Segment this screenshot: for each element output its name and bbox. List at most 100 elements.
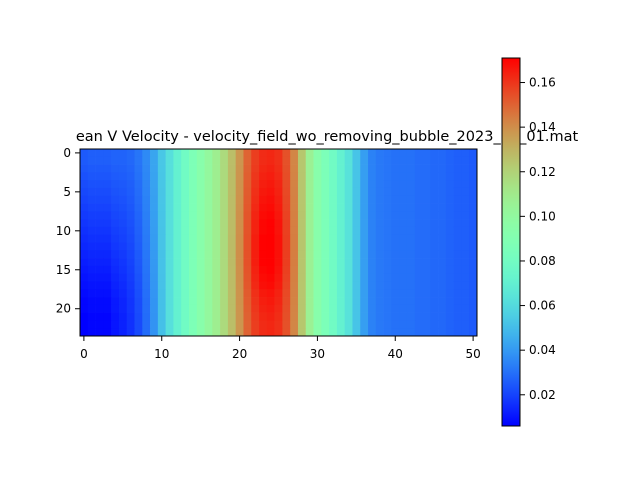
heatmap-cell [360, 304, 369, 313]
heatmap-cell [368, 226, 377, 236]
heatmap-cell [305, 320, 314, 329]
heatmap-cell [251, 226, 260, 236]
heatmap-cell [134, 312, 143, 321]
heatmap-cell [274, 297, 283, 306]
heatmap-cell [118, 242, 128, 251]
heatmap-cell [321, 211, 330, 220]
heatmap-cell [360, 273, 369, 282]
heatmap-cell [251, 265, 260, 275]
heatmap-cell [430, 219, 439, 228]
heatmap-cell [297, 156, 307, 165]
heatmap-cell [142, 328, 151, 337]
heatmap-cell [368, 234, 377, 243]
heatmap-cell [188, 172, 198, 181]
heatmap-cell [399, 195, 408, 204]
heatmap-cell [87, 164, 96, 173]
heatmap-cell [251, 164, 260, 173]
heatmap-cell [360, 180, 369, 189]
heatmap-cell [461, 297, 470, 306]
heatmap-cell [212, 149, 221, 158]
heatmap-cell [118, 211, 128, 220]
heatmap-cell [118, 289, 128, 298]
heatmap-cell [430, 180, 439, 189]
heatmap-cell [173, 234, 182, 243]
heatmap-cell [352, 180, 361, 189]
heatmap-cell [259, 156, 268, 165]
heatmap-cell [313, 203, 322, 212]
heatmap-cell [344, 281, 353, 290]
heatmap-cell [406, 312, 416, 321]
heatmap-cell [360, 328, 369, 337]
heatmap-cell [157, 304, 166, 313]
heatmap-cell [297, 265, 307, 275]
heatmap-cell [142, 172, 151, 181]
heatmap-cell [453, 172, 462, 181]
heatmap-cell [406, 258, 416, 267]
heatmap-cell [150, 328, 159, 337]
heatmap-cell [282, 258, 291, 267]
heatmap-cell [165, 304, 174, 313]
heatmap-cell [461, 265, 470, 275]
heatmap-cell [414, 281, 423, 290]
heatmap-cell [383, 172, 392, 181]
heatmap-cell [103, 328, 112, 337]
heatmap-cell [290, 265, 299, 275]
heatmap-cell [142, 226, 151, 236]
heatmap-cell [259, 187, 268, 197]
colorbar-tick-label: 0.16 [529, 76, 556, 90]
heatmap-cell [469, 172, 478, 181]
heatmap-cell [290, 149, 299, 158]
heatmap-cell [461, 195, 470, 204]
heatmap-cell [399, 320, 408, 329]
heatmap-cell [414, 328, 423, 337]
heatmap-cell [157, 242, 166, 251]
heatmap-cell [243, 234, 252, 243]
heatmap-cell [383, 289, 392, 298]
heatmap-cell [157, 164, 166, 173]
heatmap-cell [150, 226, 159, 236]
heatmap-cell [181, 156, 190, 165]
heatmap-cell [118, 172, 128, 181]
heatmap-cell [375, 234, 384, 243]
heatmap-cell [414, 219, 423, 228]
heatmap-cell [406, 289, 416, 298]
heatmap-cell [227, 304, 237, 313]
heatmap-cell [321, 289, 330, 298]
heatmap-cell [383, 312, 392, 321]
heatmap-cell [212, 156, 221, 165]
heatmap-cell [259, 320, 268, 329]
heatmap-cell [274, 211, 283, 220]
heatmap-cell [399, 242, 408, 251]
heatmap-cell [188, 320, 198, 329]
heatmap-cell [274, 289, 283, 298]
heatmap-cell [165, 328, 174, 337]
colorbar-tick-label: 0.12 [529, 165, 556, 179]
heatmap-cell [227, 320, 237, 329]
colorbar-tick-label: 0.10 [529, 209, 556, 223]
heatmap-cell [235, 187, 244, 197]
heatmap-cell [266, 149, 275, 158]
heatmap-cell [352, 172, 361, 181]
heatmap-cell [227, 164, 237, 173]
heatmap-cell [188, 281, 198, 290]
heatmap-cell [336, 242, 346, 251]
heatmap-cell [344, 187, 353, 197]
heatmap-cell [344, 149, 353, 158]
heatmap-cell [95, 180, 104, 189]
heatmap-cell [399, 226, 408, 236]
heatmap-cell [188, 258, 198, 267]
colorbar: 0.02 0.04 0.06 0.08 0.10 0.12 0.14 0.16 [501, 57, 556, 427]
heatmap-cell [188, 328, 198, 337]
chart-title: ean V Velocity - velocity_field_wo_remov… [76, 129, 579, 145]
y-tick-label: 0 [63, 146, 71, 160]
heatmap-cell [344, 328, 353, 337]
heatmap-cell [438, 281, 447, 290]
heatmap-cell [321, 234, 330, 243]
heatmap-cell [103, 187, 112, 197]
heatmap-cell [438, 289, 447, 298]
heatmap-cell [118, 312, 128, 321]
heatmap-cell [445, 195, 454, 204]
heatmap-cell [438, 226, 447, 236]
heatmap-cell [165, 234, 174, 243]
heatmap-cell [336, 250, 346, 259]
